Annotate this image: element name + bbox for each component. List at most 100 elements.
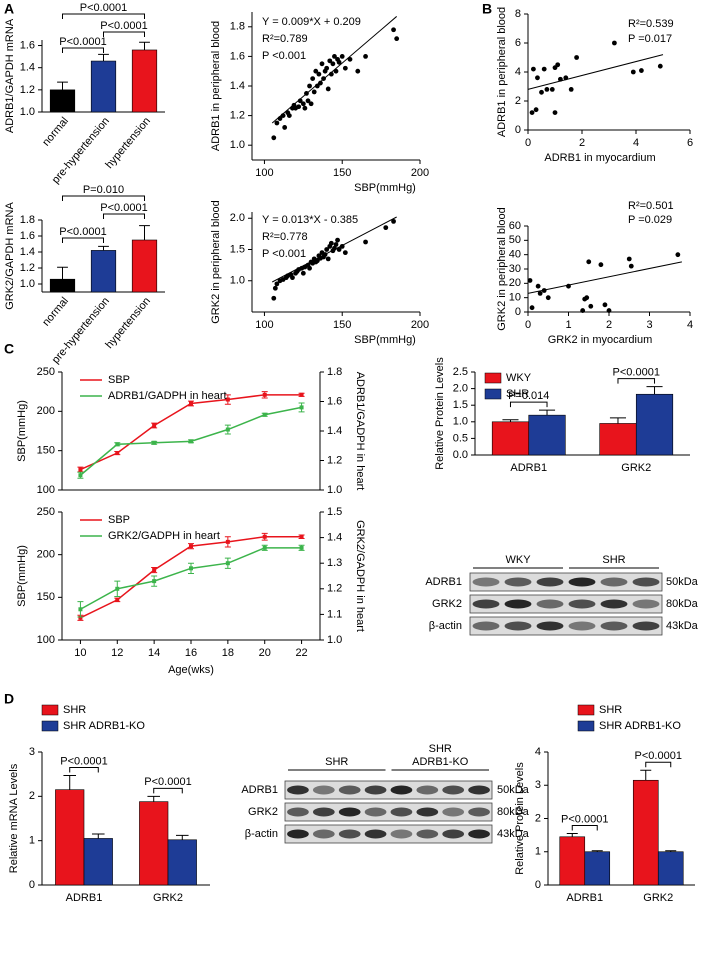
blot-band bbox=[442, 785, 465, 795]
point bbox=[628, 263, 634, 269]
blot-band bbox=[504, 577, 532, 587]
annotation: Y = 0.013*X - 0.385 bbox=[262, 214, 358, 226]
point bbox=[225, 427, 230, 432]
point bbox=[336, 247, 342, 252]
point bbox=[602, 302, 608, 308]
y-tick-label: 100 bbox=[37, 634, 55, 646]
axis-title: GRK2 in peripheral blood bbox=[210, 200, 222, 324]
y-tick-label: 1.8 bbox=[20, 214, 35, 226]
y-tick-label: 1.6 bbox=[20, 39, 35, 51]
bar bbox=[55, 789, 85, 886]
point bbox=[274, 281, 280, 287]
point bbox=[290, 275, 295, 281]
point bbox=[324, 247, 330, 252]
axis-title: Relative mRNA Levels bbox=[8, 763, 20, 873]
y-tick-label: 0.0 bbox=[453, 449, 468, 461]
y2-tick-label: 1.2 bbox=[327, 454, 342, 466]
point bbox=[311, 89, 317, 95]
x-tick-label: 12 bbox=[111, 647, 123, 659]
bar bbox=[584, 851, 611, 886]
y-tick-label: 250 bbox=[37, 366, 55, 378]
error-bar bbox=[139, 41, 150, 50]
panel-letter: B bbox=[482, 1, 492, 17]
blot-band bbox=[312, 829, 335, 839]
significance-bracket bbox=[153, 787, 183, 794]
trendline bbox=[271, 16, 397, 124]
y-tick-label: 4 bbox=[515, 66, 521, 78]
blot-band bbox=[632, 621, 660, 631]
point bbox=[262, 534, 267, 539]
bar bbox=[657, 851, 684, 886]
x-tick-label: 6 bbox=[687, 137, 693, 149]
point bbox=[115, 597, 120, 602]
point bbox=[302, 105, 308, 111]
bar bbox=[90, 250, 117, 293]
blot-band bbox=[472, 621, 500, 631]
axis-title: SBP(mmHg) bbox=[354, 182, 416, 194]
point bbox=[307, 265, 312, 271]
bar bbox=[632, 779, 659, 886]
bar bbox=[559, 836, 586, 886]
point bbox=[78, 607, 83, 612]
group-label: WKY bbox=[505, 554, 531, 566]
bar bbox=[139, 801, 169, 886]
blot-band bbox=[312, 785, 335, 795]
error-bar bbox=[646, 386, 663, 395]
legend-label: SHR bbox=[63, 704, 86, 716]
point bbox=[584, 295, 590, 301]
significance-bracket bbox=[103, 31, 145, 37]
blot-band bbox=[472, 577, 500, 587]
x-tick-label: ADRB1 bbox=[66, 892, 103, 904]
blot-band bbox=[632, 577, 660, 587]
x-tick-label: 4 bbox=[687, 319, 693, 331]
blot-band bbox=[338, 829, 361, 839]
axis-title: Relative Protein Levels bbox=[434, 357, 446, 470]
row-label: GRK2 bbox=[432, 598, 462, 610]
bar bbox=[90, 60, 117, 113]
point bbox=[363, 239, 368, 245]
point bbox=[115, 586, 120, 591]
point bbox=[342, 250, 348, 256]
panel-letter: C bbox=[4, 341, 14, 357]
legend-label: SHR ADRB1-KO bbox=[63, 720, 145, 732]
error-bar bbox=[57, 266, 68, 280]
size-label: 50kDa bbox=[497, 784, 530, 796]
axis-title: ADRB1 in peripheral blood bbox=[210, 21, 222, 151]
trendline bbox=[527, 261, 683, 294]
point bbox=[598, 262, 604, 268]
axis-title: GRK2 in myocardium bbox=[548, 334, 653, 346]
y-tick-label: 60 bbox=[509, 220, 521, 232]
y-tick-label: 1.8 bbox=[230, 21, 245, 33]
size-label: 43kDa bbox=[666, 620, 699, 632]
point bbox=[529, 305, 535, 311]
significance-bracket bbox=[645, 761, 672, 768]
point bbox=[299, 405, 304, 410]
error-bar bbox=[57, 81, 68, 90]
point bbox=[152, 568, 157, 573]
y2-tick-label: 1.2 bbox=[327, 583, 342, 595]
point bbox=[529, 110, 535, 115]
point bbox=[606, 308, 612, 313]
x-tick-label: 150 bbox=[333, 167, 351, 179]
trendline bbox=[271, 216, 397, 283]
y2-tick-label: 1.6 bbox=[327, 395, 342, 407]
legend-swatch bbox=[41, 704, 59, 716]
blot-band bbox=[416, 807, 439, 817]
y-tick-label: 1.4 bbox=[230, 80, 245, 92]
bar bbox=[167, 839, 197, 886]
significance-label: P<0.0001 bbox=[59, 226, 106, 238]
point bbox=[527, 278, 533, 283]
y-tick-label: 150 bbox=[37, 445, 55, 457]
y-tick-label: 1.5 bbox=[453, 399, 468, 411]
point bbox=[327, 58, 333, 64]
panel-letter: D bbox=[4, 691, 14, 707]
y-tick-label: 200 bbox=[37, 549, 55, 561]
y-tick-label: 2 bbox=[515, 95, 521, 107]
y2-tick-label: 1.1 bbox=[327, 608, 342, 620]
x-tick-label: 200 bbox=[411, 167, 429, 179]
point bbox=[316, 71, 322, 77]
blot-band bbox=[287, 807, 309, 817]
axis-title: SBP(mmHg) bbox=[16, 400, 28, 462]
point bbox=[574, 55, 579, 60]
blot-band bbox=[390, 807, 413, 817]
